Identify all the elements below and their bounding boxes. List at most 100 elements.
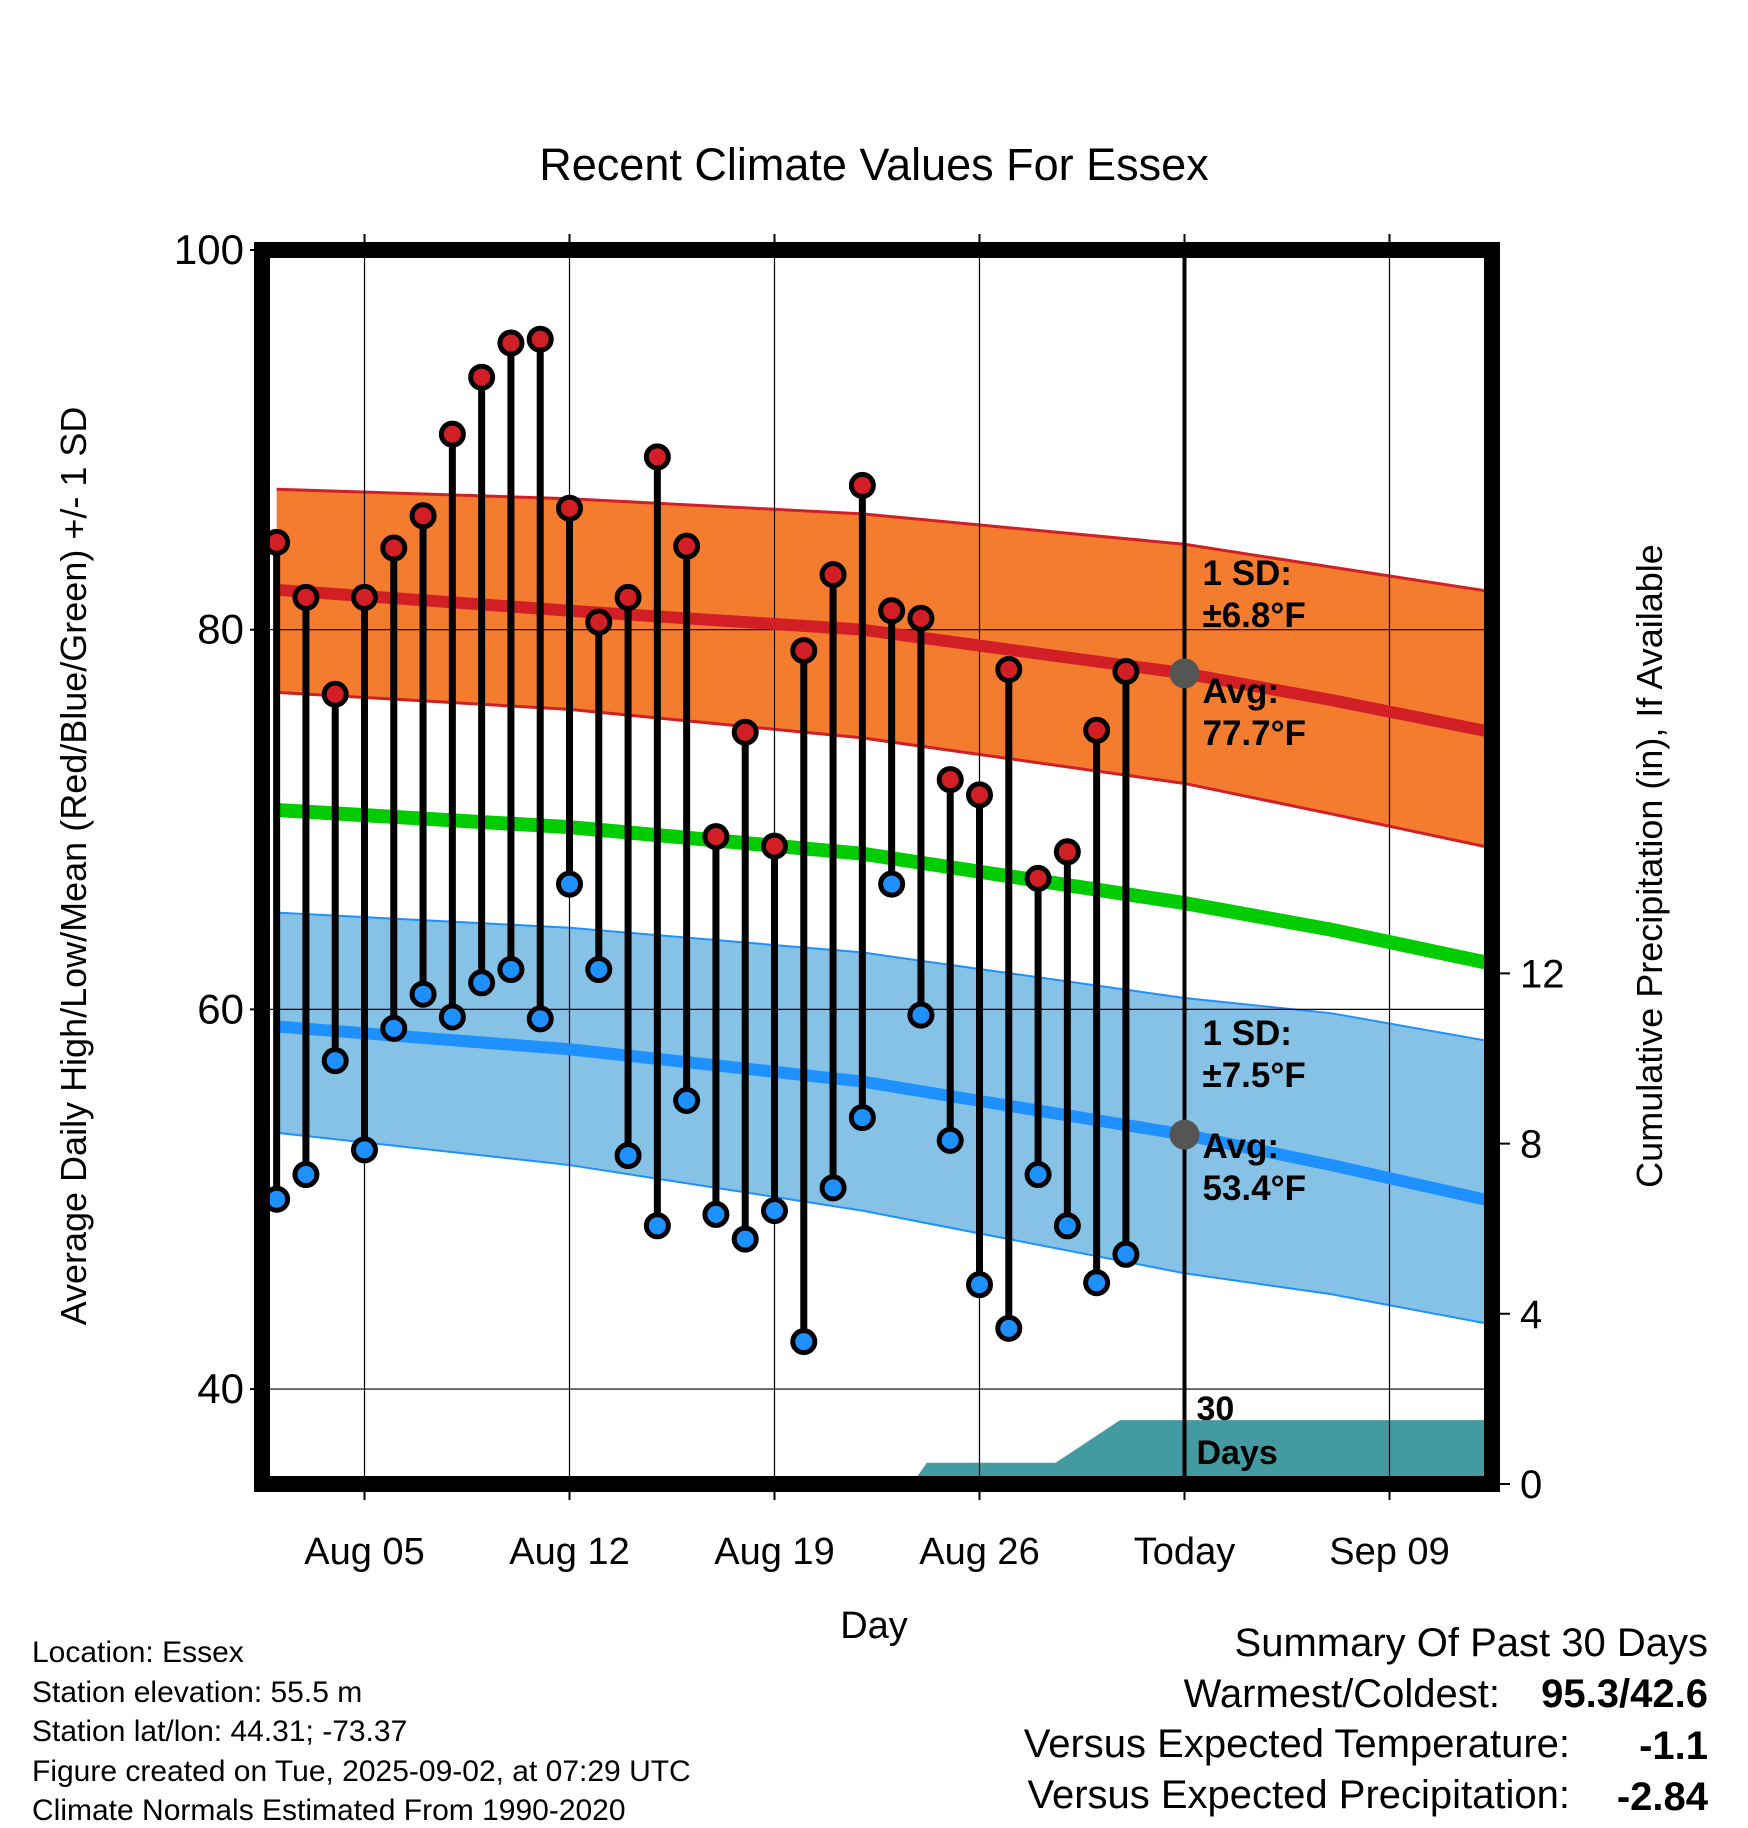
obs-high-point (1112, 657, 1140, 685)
obs-low-point (819, 1174, 847, 1202)
y-tick-label: 100 (174, 226, 244, 273)
obs-low-point (731, 1225, 759, 1253)
obs-high-point (438, 420, 466, 448)
info-created: Figure created on Tue, 2025-09-02, at 07… (32, 1755, 691, 1788)
obs-low-point (995, 1314, 1023, 1342)
low-sd-value: ±7.5°F (1203, 1056, 1306, 1095)
normal-high-line (276, 583, 1492, 739)
obs-high-point (292, 583, 320, 611)
obs-high-point (790, 637, 818, 665)
plot-frame (254, 242, 1500, 1492)
x-axis-label: Day (840, 1605, 908, 1647)
obs-high-point (878, 597, 906, 625)
high-sd-label: 1 SD: (1203, 554, 1292, 593)
summary-precip-label: Versus Expected Precipitation: (1027, 1773, 1570, 1817)
obs-low-point (438, 1003, 466, 1031)
obs-low-point (848, 1104, 876, 1132)
today-days-line: 30 (1197, 1390, 1235, 1428)
obs-low-point (585, 956, 613, 984)
obs-high-point (614, 583, 642, 611)
summary-temp-value: -1.1 (1639, 1724, 1708, 1768)
obs-high-point (1053, 838, 1081, 866)
obs-high-point (936, 766, 964, 794)
high-avg-value: 77.7°F (1203, 714, 1307, 753)
y2-tick-label: 0 (1520, 1463, 1542, 1507)
obs-low-point (907, 1001, 935, 1029)
low-band-upper-edge (276, 911, 1492, 1043)
high-band-lower-edge (276, 690, 1492, 850)
today-days-label: 30 Days (1197, 1390, 1278, 1472)
x-tick-label: Aug 05 (304, 1531, 424, 1573)
obs-low-point (292, 1161, 320, 1189)
obs-low-point (673, 1087, 701, 1115)
x-tick-label: Sep 09 (1329, 1531, 1449, 1573)
normal-mean-line (276, 803, 1492, 971)
x-tick-label: Aug 12 (509, 1531, 629, 1573)
obs-high-point (409, 502, 437, 530)
obs-high-point (380, 534, 408, 562)
obs-high-point (468, 363, 496, 391)
obs-high-point (556, 494, 583, 522)
obs-high-point (848, 471, 876, 499)
obs-low-point (1112, 1240, 1140, 1268)
obs-low-point (321, 1047, 349, 1075)
obs-low-point (936, 1126, 964, 1154)
info-normals: Climate Normals Estimated From 1990-2020 (32, 1794, 626, 1827)
obs-high-point (673, 532, 701, 560)
obs-high-point (585, 608, 613, 636)
obs-low-point (1024, 1161, 1052, 1189)
obs-low-point (702, 1200, 730, 1228)
info-location: Location: Essex (32, 1636, 244, 1669)
obs-low-point (1083, 1269, 1111, 1297)
x-tick-label: Aug 26 (919, 1531, 1039, 1573)
low-avg-value: 53.4°F (1203, 1169, 1307, 1208)
y2-axis-label: Cumulative Precipitation (in), If Availa… (1629, 544, 1670, 1188)
obs-high-point (731, 718, 759, 746)
y2-tick-label: 4 (1520, 1293, 1542, 1337)
obs-high-point (761, 832, 788, 860)
obs-low-point (497, 956, 525, 984)
summary-panel: Summary Of Past 30 Days Warmest/Coldest:… (1024, 1621, 1709, 1819)
obs-low-point (556, 870, 583, 898)
high-band-upper-edge (276, 487, 1492, 594)
summary-precip-value: -2.84 (1617, 1775, 1709, 1819)
x-tick-label: Today (1134, 1531, 1235, 1573)
obs-high-point (1024, 864, 1052, 892)
obs-high-point (643, 443, 671, 471)
chart-title: Recent Climate Values For Essex (539, 139, 1209, 190)
obs-low-point (878, 870, 906, 898)
obs-low-point (761, 1197, 788, 1225)
x-tick-label: Aug 19 (714, 1531, 834, 1573)
obs-low-point (643, 1212, 671, 1240)
today-high-avg-marker (1169, 658, 1200, 689)
summary-title: Summary Of Past 30 Days (1235, 1621, 1708, 1665)
normal-low-line (276, 1020, 1492, 1207)
precip-area (912, 1420, 1492, 1484)
obs-high-point (702, 823, 730, 851)
obs-high-point (321, 680, 349, 708)
today-days-line: Days (1197, 1434, 1278, 1472)
y-tick-label: 40 (197, 1365, 244, 1412)
obs-high-point (907, 604, 935, 632)
obs-low-point (351, 1136, 378, 1164)
low-sd-band (276, 912, 1492, 1325)
low-avg-label: Avg: (1203, 1127, 1279, 1166)
y2-tick-label: 8 (1520, 1123, 1542, 1167)
station-info: Location: Essex Station elevation: 55.5 … (32, 1636, 691, 1827)
y-tick-label: 80 (197, 606, 244, 653)
summary-temp-label: Versus Expected Temperature: (1024, 1722, 1570, 1766)
obs-high-point (497, 329, 525, 357)
obs-high-point (819, 561, 847, 589)
obs-low-point (409, 980, 437, 1008)
high-sd-value: ±6.8°F (1203, 596, 1306, 635)
summary-warm-label: Warmest/Coldest: (1184, 1672, 1500, 1716)
obs-high-point (526, 325, 554, 353)
high-avg-label: Avg: (1203, 672, 1279, 711)
obs-high-point (995, 656, 1023, 684)
obs-low-point (1053, 1212, 1081, 1240)
y-axis-label: Average Daily High/Low/Mean (Red/Blue/Gr… (53, 407, 94, 1326)
